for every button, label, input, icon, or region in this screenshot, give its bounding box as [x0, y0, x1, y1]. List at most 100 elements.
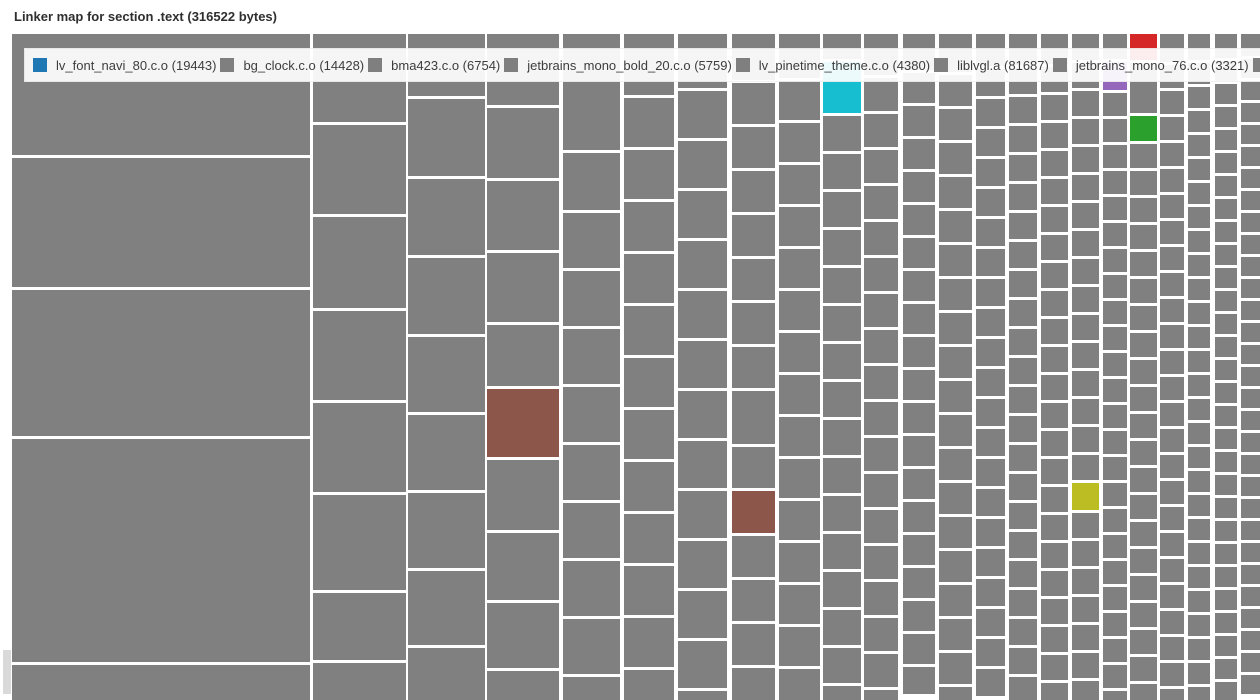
treemap-cell[interactable] — [864, 186, 898, 219]
treemap-cell[interactable] — [1241, 213, 1260, 232]
treemap-cell[interactable] — [1241, 675, 1260, 694]
treemap-cell[interactable] — [732, 127, 775, 168]
treemap-cell[interactable] — [864, 582, 898, 615]
treemap-cell[interactable] — [939, 551, 972, 582]
treemap-cell[interactable] — [1241, 609, 1260, 628]
treemap-cell[interactable] — [1215, 153, 1237, 173]
treemap-cell[interactable] — [1188, 471, 1210, 492]
treemap-cell[interactable] — [624, 358, 674, 407]
treemap-cell[interactable] — [1215, 682, 1237, 700]
treemap-cell[interactable] — [1188, 255, 1210, 276]
treemap-cell[interactable] — [624, 202, 674, 251]
treemap-cell[interactable] — [1215, 245, 1237, 265]
treemap-cell[interactable] — [1103, 249, 1127, 272]
treemap-cell[interactable] — [1009, 590, 1037, 616]
treemap-cell[interactable] — [779, 417, 820, 456]
treemap-cell[interactable] — [779, 207, 820, 246]
treemap-cell[interactable] — [976, 309, 1005, 336]
treemap-cell[interactable] — [1130, 279, 1157, 303]
treemap-cell[interactable] — [1215, 383, 1237, 403]
treemap-cell[interactable] — [487, 533, 559, 600]
treemap-cell[interactable] — [563, 271, 620, 326]
treemap-cell[interactable] — [976, 549, 1005, 576]
treemap-cell[interactable] — [779, 627, 820, 666]
treemap-cell[interactable] — [1103, 119, 1127, 142]
treemap-cell[interactable] — [1215, 337, 1237, 357]
treemap-cell[interactable] — [939, 109, 972, 140]
treemap-cell[interactable] — [1009, 242, 1037, 268]
treemap-cell[interactable] — [1072, 513, 1099, 538]
treemap-cell[interactable] — [1160, 429, 1184, 452]
treemap-cell[interactable] — [903, 172, 935, 202]
treemap-cell[interactable] — [823, 116, 861, 151]
treemap-cell[interactable] — [1130, 441, 1157, 465]
treemap-cell[interactable] — [1188, 543, 1210, 564]
treemap-cell[interactable] — [624, 618, 674, 667]
treemap-cell[interactable] — [903, 403, 935, 433]
treemap-cell[interactable] — [12, 290, 310, 436]
treemap-cell[interactable] — [678, 241, 727, 288]
treemap-cell[interactable] — [779, 165, 820, 204]
treemap-cell[interactable] — [1103, 457, 1127, 480]
treemap-cell[interactable] — [976, 369, 1005, 396]
treemap-cell[interactable] — [1215, 176, 1237, 196]
treemap-cell[interactable] — [1188, 351, 1210, 372]
treemap-cell[interactable] — [487, 460, 559, 530]
treemap-cell[interactable] — [976, 189, 1005, 216]
treemap-cell[interactable] — [1188, 159, 1210, 180]
treemap-cell[interactable] — [1130, 360, 1157, 384]
treemap-cell[interactable] — [1009, 358, 1037, 384]
treemap-cell[interactable] — [823, 192, 861, 227]
treemap-cell[interactable] — [1130, 468, 1157, 492]
treemap-cell[interactable] — [732, 303, 775, 344]
treemap-cell[interactable] — [1215, 636, 1237, 656]
treemap-cell[interactable] — [12, 158, 310, 287]
treemap-cell[interactable] — [779, 459, 820, 498]
treemap-cell[interactable] — [563, 503, 620, 558]
treemap-cell[interactable] — [823, 382, 861, 417]
treemap-cell[interactable] — [903, 634, 935, 664]
treemap-cell[interactable] — [624, 306, 674, 355]
treemap-cell[interactable] — [1130, 306, 1157, 330]
treemap-cell[interactable] — [1041, 235, 1068, 260]
treemap-cell[interactable] — [823, 306, 861, 341]
treemap-cell[interactable] — [903, 502, 935, 532]
treemap-cell[interactable] — [939, 653, 972, 684]
treemap-cell[interactable] — [1041, 263, 1068, 288]
treemap-cell[interactable] — [1130, 684, 1157, 700]
treemap-cell[interactable] — [1103, 327, 1127, 350]
treemap-cell[interactable] — [1241, 477, 1260, 496]
treemap-cell[interactable] — [864, 114, 898, 147]
treemap-cell[interactable] — [823, 648, 861, 683]
treemap-cell[interactable] — [1215, 268, 1237, 288]
treemap-cell[interactable] — [1130, 387, 1157, 411]
treemap-cell[interactable] — [1009, 619, 1037, 645]
treemap-cell[interactable] — [1041, 655, 1068, 680]
treemap-cell[interactable] — [1072, 119, 1099, 144]
treemap-cell[interactable] — [864, 654, 898, 687]
treemap-cell[interactable] — [864, 294, 898, 327]
treemap-cell[interactable] — [563, 153, 620, 210]
treemap-cell[interactable] — [1130, 657, 1157, 681]
treemap-cell[interactable] — [1072, 203, 1099, 228]
treemap-cell[interactable] — [1009, 532, 1037, 558]
treemap-cell[interactable] — [1160, 351, 1184, 374]
treemap-cell[interactable] — [1241, 499, 1260, 518]
treemap-cell[interactable] — [779, 249, 820, 288]
treemap-cell-green[interactable] — [1130, 116, 1157, 141]
treemap-cell[interactable] — [678, 341, 727, 388]
treemap-cell[interactable] — [939, 347, 972, 378]
treemap-cell[interactable] — [563, 619, 620, 674]
treemap-cell[interactable] — [1215, 360, 1237, 380]
treemap-cell[interactable] — [1041, 599, 1068, 624]
treemap-cell[interactable] — [1130, 252, 1157, 276]
treemap-cell[interactable] — [823, 534, 861, 569]
treemap-cell[interactable] — [1103, 691, 1127, 700]
treemap-cell[interactable] — [408, 493, 485, 568]
treemap-cell[interactable] — [1041, 95, 1068, 120]
treemap-cell[interactable] — [976, 339, 1005, 366]
treemap-cell[interactable] — [823, 496, 861, 531]
treemap-cell[interactable] — [1160, 117, 1184, 140]
treemap-cell[interactable] — [1160, 325, 1184, 348]
treemap-cell[interactable] — [563, 445, 620, 500]
